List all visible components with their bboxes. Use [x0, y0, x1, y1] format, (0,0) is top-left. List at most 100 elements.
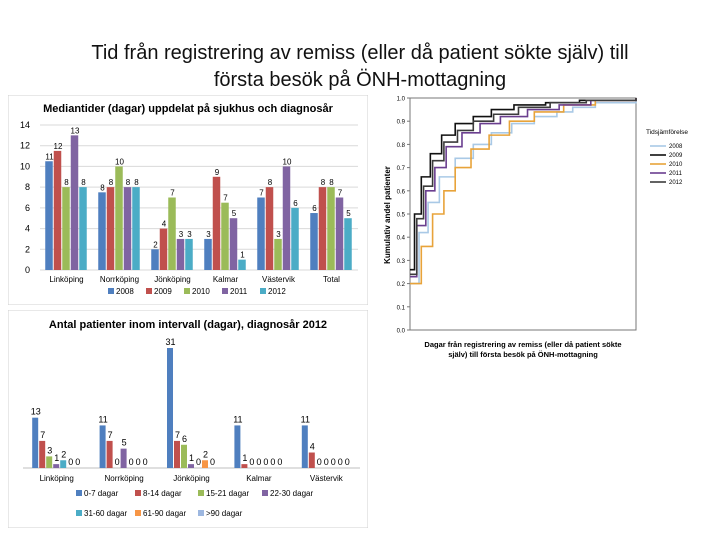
chart2-category-v-stervik: Västervik [310, 474, 344, 483]
chart2-data-label: 11 [233, 414, 242, 424]
chart2-data-label: 0 [331, 457, 336, 467]
chart1-ytick: 2 [25, 244, 30, 254]
chart1-legend-swatch [184, 288, 190, 294]
chart2-data-label: 0 [338, 457, 343, 467]
chart1-bar [229, 218, 238, 270]
chart2-bar [120, 448, 127, 468]
chart1-data-label: 10 [115, 157, 124, 166]
chart2-data-label: 0 [68, 457, 73, 467]
chart3-legend-2008: 2008 [669, 144, 683, 150]
title-line-2: första besök på ÖNH-mottagning [213, 69, 507, 91]
chart1-bar [123, 187, 132, 270]
chart3-series-2008 [410, 98, 637, 285]
chart1-data-label: 7 [170, 189, 175, 198]
chart1-data-label: 6 [312, 204, 317, 213]
chart1-data-label: 4 [162, 220, 167, 229]
chart2-legend-61-90-dagar: 61-90 dagar [143, 509, 186, 518]
chart1-bar [168, 197, 176, 270]
chart1-ytick: 10 [20, 161, 30, 171]
chart1-bar [151, 249, 159, 270]
chart1-bar [53, 150, 62, 270]
chart2-legend-22-30-dagar: 22-30 dagar [270, 489, 313, 498]
chart2-bar [301, 425, 308, 468]
chart1-data-label: 8 [126, 178, 131, 187]
chart1-bar [106, 187, 115, 270]
chart1-ytick: 12 [20, 141, 30, 151]
chart1-bar [176, 238, 185, 270]
chart2-category-j-nk-ping: Jönköping [173, 474, 209, 483]
chart1-bar [327, 187, 335, 270]
chart2-legend-swatch [262, 490, 268, 496]
chart2-bar [53, 464, 60, 468]
chart1-ytick: 0 [25, 265, 30, 275]
chart1-bar [79, 187, 87, 270]
chart1-legend-swatch [222, 288, 228, 294]
chart2-bar [60, 460, 67, 468]
chart1-legend-2008: 2008 [116, 287, 134, 296]
chart2-data-label: 0 [115, 457, 120, 467]
chart2-bar [167, 348, 173, 468]
chart1-data-label: 7 [223, 194, 228, 203]
chart1-bar [159, 228, 168, 270]
chart1-ytick: 8 [25, 182, 30, 192]
chart2-legend-swatch [76, 490, 82, 496]
chart1-ytick: 6 [25, 203, 30, 213]
chart2-data-label: 0 [196, 457, 201, 467]
chart2-data-label: 0 [129, 457, 134, 467]
chart1-data-label: 7 [259, 189, 264, 198]
chart1-bar [282, 166, 291, 270]
median-times-chart: Mediantider (dagar) uppdelat på sjukhus … [8, 95, 368, 305]
chart2-data-label: 0 [143, 457, 148, 467]
chart2-category-norrk-ping: Norrköping [105, 474, 144, 483]
chart1-legend-swatch [146, 288, 152, 294]
chart2-legend-swatch [135, 510, 141, 516]
chart2-bar [39, 440, 46, 468]
chart1-data-label: 3 [206, 230, 211, 239]
chart1-data-label: 8 [268, 178, 273, 187]
chart2-data-label: 5 [122, 438, 127, 448]
chart2-data-label: 0 [256, 457, 261, 467]
chart1-data-label: 8 [64, 178, 69, 187]
chart1-bar [257, 197, 265, 270]
chart3-legend-2009: 2009 [669, 153, 683, 159]
chart1-data-label: 7 [338, 189, 343, 198]
chart2-bar [46, 456, 53, 468]
chart3-legend-2012: 2012 [669, 180, 683, 186]
chart2-data-label: 0 [263, 457, 268, 467]
chart2-data-label: 1 [54, 453, 59, 463]
chart2-data-label: 0 [75, 457, 80, 467]
chart2-data-label: 4 [310, 442, 315, 452]
chart2-legend-swatch [76, 510, 82, 516]
chart1-bar [132, 187, 140, 270]
chart3-legend-title: Tidsjämförelse [646, 129, 688, 136]
chart1-data-label: 8 [321, 178, 326, 187]
chart1-bar [238, 259, 246, 270]
chart3-xlabel: Dagar från registrering av remiss (eller… [424, 340, 621, 359]
chart1-bar [265, 187, 274, 270]
chart1-data-label: 5 [232, 209, 237, 218]
chart2-data-label: 13 [31, 407, 41, 417]
chart1-bar [62, 187, 70, 270]
chart2-data-label: 0 [277, 457, 282, 467]
cumulative-chart: 0.0 0.1 0.2 0.3 0.4 0.5 0.6 0.7 0.8 0.9 1.0 Kumula… [383, 97, 688, 360]
title-line-1: Tid från registrering av remiss (eller d… [91, 42, 629, 64]
chart3-ytick: 0.3 [397, 259, 406, 265]
chart2-bar [174, 440, 180, 468]
chart1-legend-2010: 2010 [192, 287, 210, 296]
chart1-bar [274, 238, 282, 270]
chart1-legend-2011: 2011 [230, 287, 248, 296]
chart1-data-label: 5 [346, 209, 351, 218]
chart2-category-kalmar: Kalmar [246, 474, 272, 483]
chart3-ytick: 0.4 [397, 236, 406, 242]
chart3-ytick: 0.1 [397, 305, 406, 311]
chart1-bar [310, 213, 318, 270]
chart1-category-norrk-ping: Norrköping [100, 275, 139, 284]
chart3-plot-area [409, 97, 637, 331]
chart3-ytick: 0.2 [397, 282, 406, 288]
chart1-category-j-nk-ping: Jönköping [154, 275, 190, 284]
chart1-bar [291, 207, 299, 270]
chart1-data-label: 6 [293, 199, 298, 208]
chart2-data-label: 1 [189, 453, 194, 463]
chart1-ytick: 4 [25, 224, 30, 234]
chart2-bar [99, 425, 106, 468]
